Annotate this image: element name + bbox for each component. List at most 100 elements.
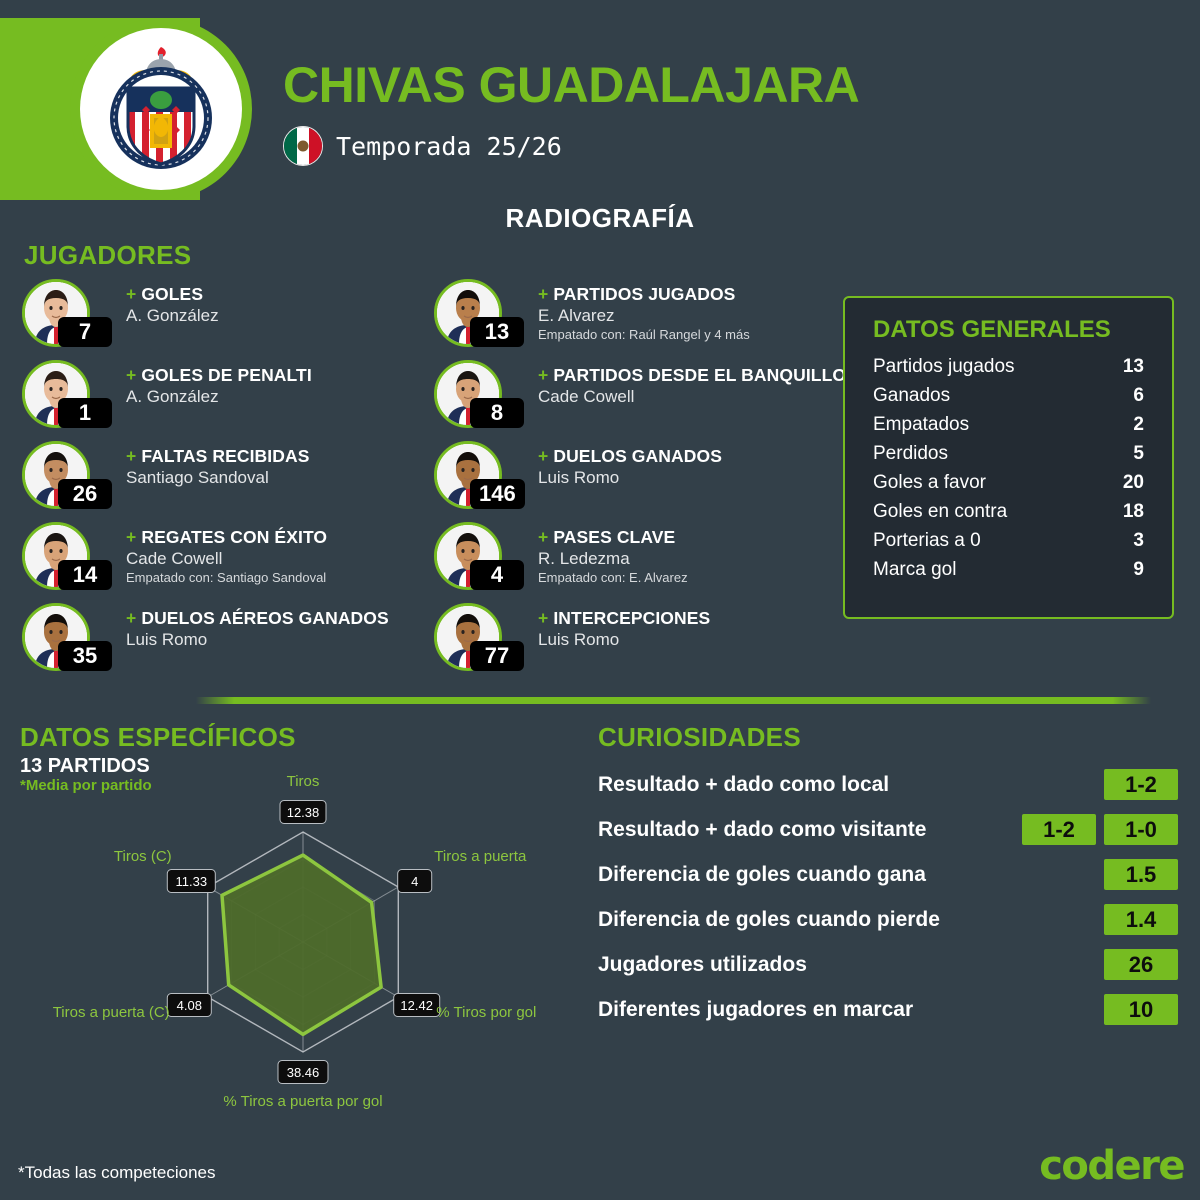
svg-text:12.42: 12.42	[400, 998, 433, 1013]
plus-icon: +	[538, 608, 549, 628]
radar-value-badge: 4.08	[166, 993, 212, 1017]
player-name: Luis Romo	[538, 630, 620, 649]
plus-icon: +	[126, 365, 137, 385]
player-stat-row: 7 + GOLES A. González	[22, 278, 389, 359]
curiosities-title: CURIOSIDADES	[598, 722, 801, 752]
player-stat-label: + PASES CLAVE	[538, 527, 676, 547]
plus-icon: +	[538, 284, 549, 304]
player-name: Santiago Sandoval	[126, 468, 269, 487]
radar-axis-label: Tiros	[287, 773, 320, 790]
curiosity-badges: 1.4	[1104, 904, 1178, 935]
curiosity-badge: 1.5	[1104, 859, 1178, 890]
general-data-label: Goles a favor	[873, 471, 986, 493]
curiosity-badges: 1.5	[1104, 859, 1178, 890]
player-stat-text: + REGATES CON ÉXITO Cade Cowell Empatado co…	[126, 521, 327, 585]
player-stat-label: + DUELOS AÉREOS GANADOS	[126, 608, 389, 628]
player-stat-value: 7	[58, 317, 112, 347]
curiosity-row: Resultado + dado como visitante 1-2 1-0	[598, 807, 1178, 852]
general-data-row: Perdidos 5	[873, 439, 1144, 468]
curiosity-label: Diferencia de goles cuando pierde	[598, 907, 940, 931]
general-data-value: 9	[1133, 558, 1144, 580]
plus-icon: +	[126, 527, 137, 547]
general-data-value: 6	[1133, 384, 1144, 406]
player-avatar: 77	[434, 603, 524, 671]
curiosity-row: Jugadores utilizados 26	[598, 942, 1178, 987]
radar-axis-label: % Tiros a puerta por gol	[223, 1093, 382, 1110]
curiosity-badge: 1.4	[1104, 904, 1178, 935]
player-avatar: 8	[434, 360, 524, 428]
players-section-title: JUGADORES	[24, 240, 192, 270]
svg-text:12.38: 12.38	[287, 805, 320, 820]
general-data-panel: DATOS GENERALES Partidos jugados 13 Ganado…	[843, 296, 1174, 619]
radar-value-badge: 4	[397, 869, 433, 893]
player-stat-row: 14 + REGATES CON ÉXITO Cade Cowell Empatado …	[22, 521, 389, 602]
player-name: R. Ledezma	[538, 549, 630, 568]
general-data-row: Ganados 6	[873, 381, 1144, 410]
radar-value-badge: 11.33	[166, 869, 216, 893]
general-data-row: Goles en contra 18	[873, 497, 1144, 526]
players-column-middle: 13 + PARTIDOS JUGADOS E. Alvarez Empatado co…	[434, 278, 846, 683]
general-data-row: Goles a favor 20	[873, 468, 1144, 497]
player-name: Luis Romo	[126, 630, 208, 649]
player-stat-value: 26	[58, 479, 112, 509]
player-stat-label: + DUELOS GANADOS	[538, 446, 722, 466]
player-stat-row: 146 + DUELOS GANADOS Luis Romo	[434, 440, 846, 521]
general-data-title: DATOS GENERALES	[873, 316, 1111, 343]
radar-axis-label: Tiros a puerta (C)	[53, 1004, 170, 1021]
average-note: *Media por partido	[20, 777, 152, 794]
curiosity-badges: 1-2	[1104, 769, 1178, 800]
player-avatar: 35	[22, 603, 112, 671]
team-crest-logo	[80, 28, 242, 190]
plus-icon: +	[126, 608, 137, 628]
curiosity-badges: 26	[1104, 949, 1178, 980]
curiosity-badges: 10	[1104, 994, 1178, 1025]
footnote: *Todas las competeciones	[18, 1163, 216, 1182]
curiosity-badges: 1-2 1-0	[1022, 814, 1178, 845]
svg-text:11.33: 11.33	[176, 874, 208, 889]
general-data-value: 13	[1122, 355, 1144, 377]
player-name: E. Alvarez	[538, 306, 615, 325]
player-stat-value: 1	[58, 398, 112, 428]
player-avatar: 146	[434, 441, 525, 509]
radar-axis-label: Tiros (C)	[114, 848, 172, 865]
player-stat-value: 8	[470, 398, 524, 428]
radar-value-badge: 12.42	[393, 993, 441, 1017]
general-data-label: Marca gol	[873, 558, 957, 580]
player-stat-value: 77	[470, 641, 524, 671]
plus-icon: +	[538, 446, 549, 466]
player-stat-row: 4 + PASES CLAVE R. Ledezma Empatado con: E. …	[434, 521, 846, 602]
player-avatar: 7	[22, 279, 112, 347]
radar-axis-label: Tiros a puerta	[434, 848, 527, 865]
player-stat-label: + REGATES CON ÉXITO	[126, 527, 328, 547]
general-data-value: 20	[1122, 471, 1144, 493]
svg-text:38.46: 38.46	[287, 1065, 320, 1080]
general-data-label: Perdidos	[873, 442, 948, 464]
player-name: A. González	[126, 387, 219, 406]
codere-brand-logo: codere	[1039, 1143, 1185, 1189]
player-avatar: 4	[434, 522, 524, 590]
general-data-label: Goles en contra	[873, 500, 1008, 522]
general-data-value: 2	[1133, 413, 1144, 435]
player-avatar: 26	[22, 441, 112, 509]
mexico-flag-icon	[283, 126, 323, 166]
player-stat-text: + GOLES DE PENALTI A. González	[126, 359, 312, 407]
curiosity-row: Diferentes jugadores en marcar 10	[598, 987, 1178, 1032]
plus-icon: +	[126, 284, 137, 304]
player-photo	[25, 282, 87, 344]
svg-text:4.08: 4.08	[177, 998, 202, 1013]
curiosity-badge: 1-2	[1022, 814, 1096, 845]
players-column-left: 7 + GOLES A. González 1 + GOLES DE PENALTI A. …	[22, 278, 389, 683]
general-data-value: 18	[1122, 500, 1144, 522]
header: CHIVAS GUADALAJARA Temporada 25/26	[0, 0, 1200, 200]
general-data-row: Empatados 2	[873, 410, 1144, 439]
player-stat-text: + PASES CLAVE R. Ledezma Empatado con: E. A…	[538, 521, 688, 585]
player-stat-text: + PARTIDOS JUGADOS E. Alvarez Empatado con:…	[538, 278, 750, 342]
curiosity-badge: 1-2	[1104, 769, 1178, 800]
player-stat-label: + GOLES	[126, 284, 204, 304]
general-data-row: Porterias a 0 3	[873, 526, 1144, 555]
player-stat-value: 14	[58, 560, 112, 590]
player-stat-value: 13	[470, 317, 524, 347]
radar-chart: 12.38 4 12.42 38.46 4.08 11.33 Tiros Tiros a pu…	[10, 770, 590, 1120]
team-name: CHIVAS GUADALAJARA	[283, 57, 860, 113]
curiosity-label: Resultado + dado como visitante	[598, 817, 927, 841]
